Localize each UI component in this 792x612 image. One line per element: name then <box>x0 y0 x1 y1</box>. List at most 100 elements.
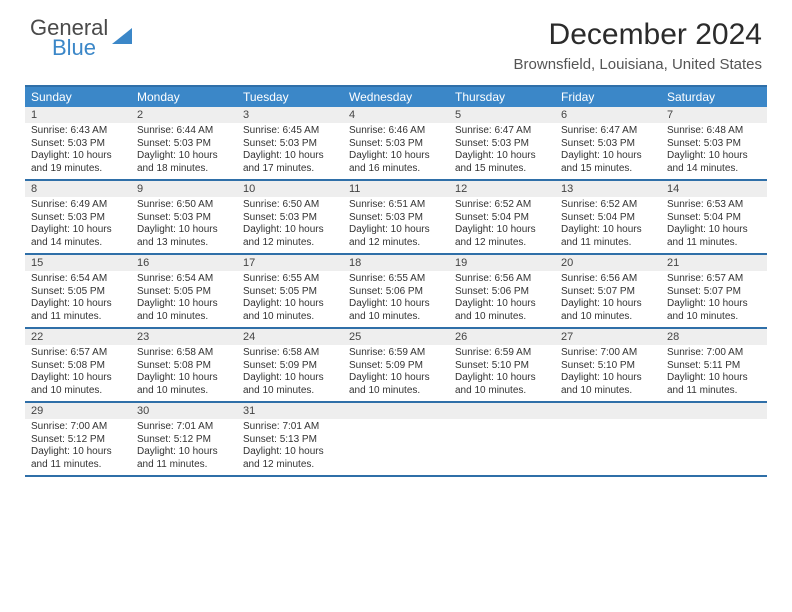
day-ss: Sunset: 5:06 PM <box>455 286 549 299</box>
day-d2: and 12 minutes. <box>243 237 337 250</box>
day-details: Sunrise: 7:01 AMSunset: 5:13 PMDaylight:… <box>237 419 343 471</box>
day-number: 28 <box>661 329 767 345</box>
day-ss: Sunset: 5:12 PM <box>137 434 231 447</box>
day-cell: 14Sunrise: 6:53 AMSunset: 5:04 PMDayligh… <box>661 181 767 253</box>
dow-label: Saturday <box>661 87 767 107</box>
day-cell <box>661 403 767 475</box>
day-ss: Sunset: 5:04 PM <box>455 212 549 225</box>
day-details: Sunrise: 6:52 AMSunset: 5:04 PMDaylight:… <box>449 197 555 249</box>
day-details: Sunrise: 6:55 AMSunset: 5:06 PMDaylight:… <box>343 271 449 323</box>
day-d1: Daylight: 10 hours <box>137 298 231 311</box>
day-details: Sunrise: 6:56 AMSunset: 5:06 PMDaylight:… <box>449 271 555 323</box>
day-ss: Sunset: 5:03 PM <box>349 212 443 225</box>
day-number: 29 <box>25 403 131 419</box>
day-ss: Sunset: 5:03 PM <box>243 212 337 225</box>
day-number: 7 <box>661 107 767 123</box>
day-sr: Sunrise: 6:54 AM <box>137 273 231 286</box>
day-cell <box>449 403 555 475</box>
day-cell: 19Sunrise: 6:56 AMSunset: 5:06 PMDayligh… <box>449 255 555 327</box>
day-cell: 22Sunrise: 6:57 AMSunset: 5:08 PMDayligh… <box>25 329 131 401</box>
day-ss: Sunset: 5:08 PM <box>31 360 125 373</box>
header: General Blue December 2024 Brownsfield, … <box>0 0 792 77</box>
day-cell: 29Sunrise: 7:00 AMSunset: 5:12 PMDayligh… <box>25 403 131 475</box>
dow-label: Friday <box>555 87 661 107</box>
day-sr: Sunrise: 6:54 AM <box>31 273 125 286</box>
day-cell: 3Sunrise: 6:45 AMSunset: 5:03 PMDaylight… <box>237 107 343 179</box>
day-details: Sunrise: 7:00 AMSunset: 5:10 PMDaylight:… <box>555 345 661 397</box>
day-d2: and 11 minutes. <box>667 385 761 398</box>
day-number: 31 <box>237 403 343 419</box>
day-sr: Sunrise: 6:55 AM <box>349 273 443 286</box>
day-cell: 18Sunrise: 6:55 AMSunset: 5:06 PMDayligh… <box>343 255 449 327</box>
day-number: 11 <box>343 181 449 197</box>
day-sr: Sunrise: 7:00 AM <box>561 347 655 360</box>
day-number: 12 <box>449 181 555 197</box>
day-number: 23 <box>131 329 237 345</box>
day-d1: Daylight: 10 hours <box>137 372 231 385</box>
sail-icon <box>112 26 134 50</box>
day-cell <box>343 403 449 475</box>
day-cell: 5Sunrise: 6:47 AMSunset: 5:03 PMDaylight… <box>449 107 555 179</box>
day-d1: Daylight: 10 hours <box>561 224 655 237</box>
day-d1: Daylight: 10 hours <box>243 298 337 311</box>
day-number: 26 <box>449 329 555 345</box>
day-details: Sunrise: 6:59 AMSunset: 5:09 PMDaylight:… <box>343 345 449 397</box>
day-number: 5 <box>449 107 555 123</box>
day-d1: Daylight: 10 hours <box>349 150 443 163</box>
day-ss: Sunset: 5:12 PM <box>31 434 125 447</box>
day-ss: Sunset: 5:05 PM <box>243 286 337 299</box>
day-d1: Daylight: 10 hours <box>455 298 549 311</box>
day-ss: Sunset: 5:03 PM <box>137 138 231 151</box>
day-d2: and 11 minutes. <box>31 311 125 324</box>
day-ss: Sunset: 5:06 PM <box>349 286 443 299</box>
day-sr: Sunrise: 6:50 AM <box>137 199 231 212</box>
day-ss: Sunset: 5:03 PM <box>667 138 761 151</box>
day-number: 30 <box>131 403 237 419</box>
day-number <box>449 403 555 419</box>
day-sr: Sunrise: 7:01 AM <box>243 421 337 434</box>
day-d2: and 15 minutes. <box>561 163 655 176</box>
day-d2: and 11 minutes. <box>137 459 231 472</box>
day-sr: Sunrise: 6:52 AM <box>455 199 549 212</box>
day-ss: Sunset: 5:10 PM <box>455 360 549 373</box>
day-details: Sunrise: 6:58 AMSunset: 5:09 PMDaylight:… <box>237 345 343 397</box>
day-ss: Sunset: 5:09 PM <box>243 360 337 373</box>
day-ss: Sunset: 5:08 PM <box>137 360 231 373</box>
day-number: 24 <box>237 329 343 345</box>
day-ss: Sunset: 5:13 PM <box>243 434 337 447</box>
day-d2: and 10 minutes. <box>561 311 655 324</box>
day-details: Sunrise: 6:46 AMSunset: 5:03 PMDaylight:… <box>343 123 449 175</box>
day-sr: Sunrise: 6:45 AM <box>243 125 337 138</box>
brand-line2: Blue <box>52 38 108 58</box>
day-details: Sunrise: 6:57 AMSunset: 5:07 PMDaylight:… <box>661 271 767 323</box>
dow-label: Thursday <box>449 87 555 107</box>
day-sr: Sunrise: 6:48 AM <box>667 125 761 138</box>
day-cell: 4Sunrise: 6:46 AMSunset: 5:03 PMDaylight… <box>343 107 449 179</box>
day-details: Sunrise: 6:44 AMSunset: 5:03 PMDaylight:… <box>131 123 237 175</box>
day-d2: and 10 minutes. <box>137 311 231 324</box>
day-cell: 21Sunrise: 6:57 AMSunset: 5:07 PMDayligh… <box>661 255 767 327</box>
day-sr: Sunrise: 6:52 AM <box>561 199 655 212</box>
day-cell: 12Sunrise: 6:52 AMSunset: 5:04 PMDayligh… <box>449 181 555 253</box>
day-details: Sunrise: 7:00 AMSunset: 5:12 PMDaylight:… <box>25 419 131 471</box>
day-ss: Sunset: 5:03 PM <box>137 212 231 225</box>
day-details <box>555 419 661 421</box>
day-d1: Daylight: 10 hours <box>667 224 761 237</box>
dow-label: Monday <box>131 87 237 107</box>
day-d2: and 11 minutes. <box>667 237 761 250</box>
dow-label: Wednesday <box>343 87 449 107</box>
day-details: Sunrise: 6:45 AMSunset: 5:03 PMDaylight:… <box>237 123 343 175</box>
day-d1: Daylight: 10 hours <box>31 372 125 385</box>
day-d2: and 11 minutes. <box>31 459 125 472</box>
day-sr: Sunrise: 6:56 AM <box>455 273 549 286</box>
day-d1: Daylight: 10 hours <box>667 298 761 311</box>
day-cell: 13Sunrise: 6:52 AMSunset: 5:04 PMDayligh… <box>555 181 661 253</box>
day-cell: 11Sunrise: 6:51 AMSunset: 5:03 PMDayligh… <box>343 181 449 253</box>
day-number: 27 <box>555 329 661 345</box>
day-cell: 9Sunrise: 6:50 AMSunset: 5:03 PMDaylight… <box>131 181 237 253</box>
day-number: 9 <box>131 181 237 197</box>
day-cell: 31Sunrise: 7:01 AMSunset: 5:13 PMDayligh… <box>237 403 343 475</box>
day-details <box>661 419 767 421</box>
day-ss: Sunset: 5:03 PM <box>561 138 655 151</box>
day-number: 6 <box>555 107 661 123</box>
